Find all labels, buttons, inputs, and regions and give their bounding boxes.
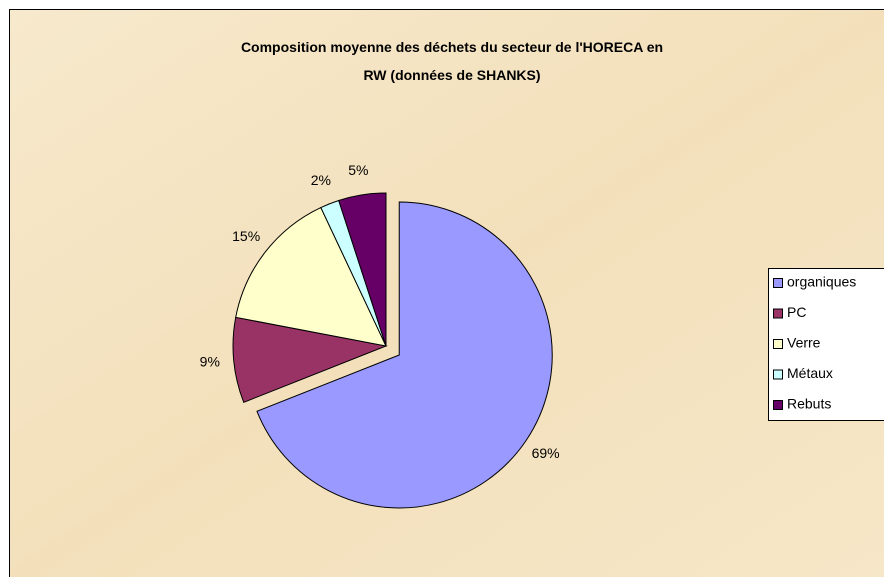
legend-label: Métaux xyxy=(787,365,833,381)
legend-label: organiques xyxy=(787,274,856,290)
legend-swatch xyxy=(773,369,783,380)
legend-swatch xyxy=(773,308,783,319)
pie-slice xyxy=(256,201,553,509)
data-label: 2% xyxy=(311,172,331,188)
pie-slice xyxy=(232,316,388,403)
legend-swatch xyxy=(773,278,783,288)
legend-box xyxy=(768,268,884,421)
data-label: 69% xyxy=(532,445,560,461)
legend-label: Verre xyxy=(787,335,821,351)
pie-slice xyxy=(235,206,387,347)
data-label: 15% xyxy=(232,228,260,244)
pie-slice xyxy=(338,192,387,347)
data-label: 9% xyxy=(200,353,220,369)
legend-swatch xyxy=(773,400,783,410)
legend-label: Rebuts xyxy=(787,396,831,412)
chart-title: Composition moyenne des déchets du secte… xyxy=(241,39,663,83)
data-label: 5% xyxy=(348,162,368,178)
legend-swatch xyxy=(773,339,783,349)
legend-label: PC xyxy=(787,304,806,320)
